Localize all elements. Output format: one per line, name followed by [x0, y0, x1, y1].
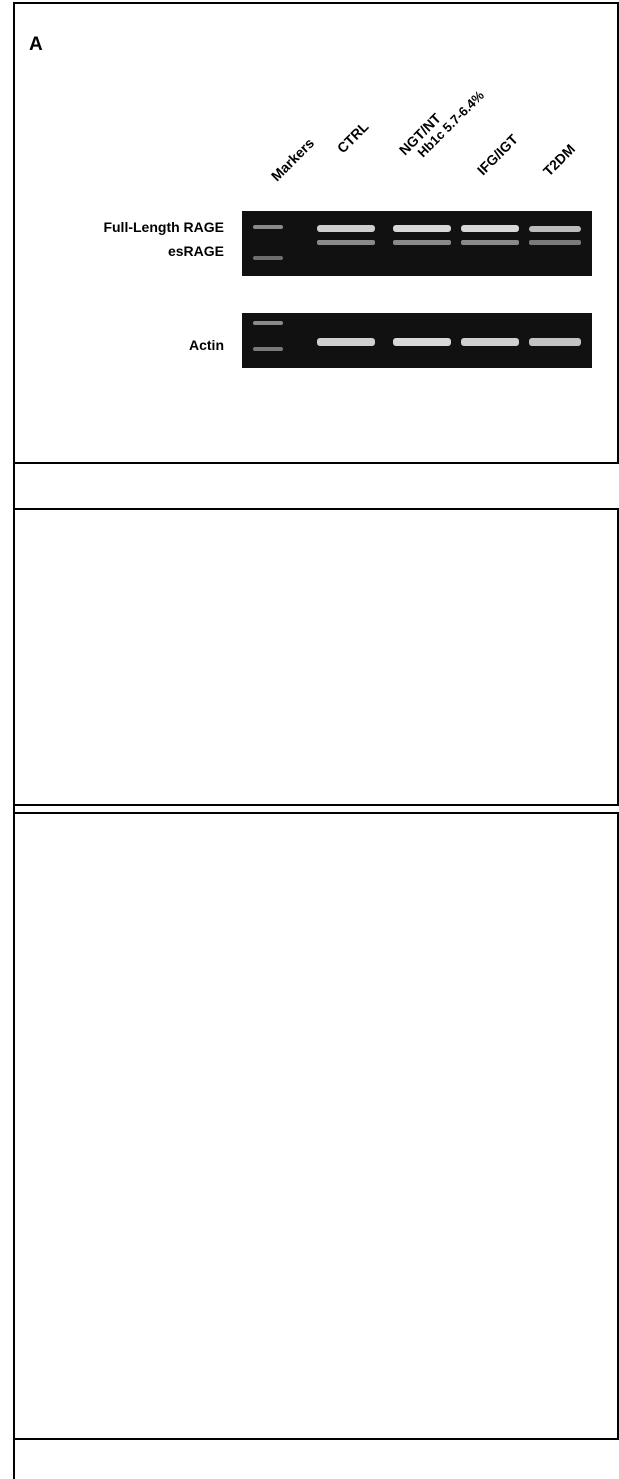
gel-rage	[242, 211, 592, 276]
chart-esrage	[15, 814, 617, 1436]
chart-full-length-rage	[15, 510, 617, 804]
lane-label-ctrl: CTRL	[334, 118, 372, 156]
band-label-actin: Actin	[189, 337, 224, 353]
lane-label-markers: Markers	[268, 135, 317, 184]
panel-a-gel: A Markers CTRL NGT/NT Hb1c 5.7-6.4% IFG/…	[13, 2, 619, 464]
panel-c-chart	[13, 812, 619, 1440]
gel-figure: Markers CTRL NGT/NT Hb1c 5.7-6.4% IFG/IG…	[103, 87, 592, 368]
panel-b-chart	[13, 508, 619, 806]
panel-letter-a: A	[29, 34, 43, 55]
band-label-esrage: esRAGE	[168, 243, 224, 259]
lane-label-ifg: IFG/IGT	[474, 131, 521, 178]
gel-actin	[242, 313, 592, 368]
band-label-full-length: Full-Length RAGE	[103, 219, 224, 235]
lane-label-t2dm: T2DM	[540, 141, 578, 179]
